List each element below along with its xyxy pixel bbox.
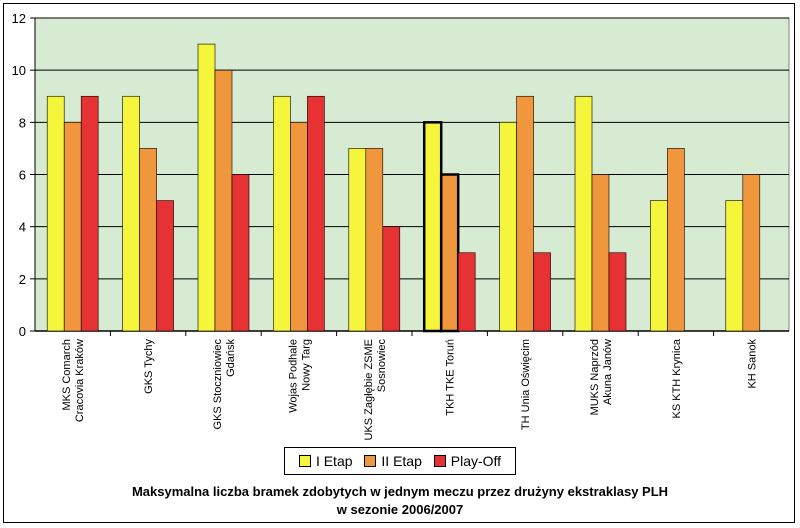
legend-item-play-off: Play-Off <box>433 453 502 469</box>
bar-i-etap-0 <box>46 95 65 332</box>
y-tick-label-6: 6 <box>19 168 26 183</box>
bar-play-off-2 <box>231 174 250 332</box>
bar-play-off-0 <box>80 95 99 332</box>
category-label-0-1: Cracovia Kraków <box>74 339 86 422</box>
category-label-0-0: MKS Comarch <box>61 339 73 411</box>
category-label-3-0: Wojas Podhale <box>287 339 299 413</box>
chart-title-line-1: Maksymalna liczba bramek zdobytych w jed… <box>131 484 669 499</box>
bar-i-etap-6 <box>499 122 517 332</box>
bar-i-etap-7 <box>574 95 593 332</box>
bar-ii-etap-7 <box>591 174 610 332</box>
category-label-6-0: TH Unia Oświęcim <box>520 339 532 430</box>
bar-i-etap-4 <box>348 148 367 332</box>
y-tick-label-2: 2 <box>19 272 26 287</box>
legend-item-ii-etap: II Etap <box>364 453 422 469</box>
chart-caption: Maksymalna liczba bramek zdobytych w jed… <box>0 483 800 519</box>
bar-ii-etap-2 <box>214 69 233 332</box>
bar-ii-etap-1 <box>139 148 157 332</box>
bar-ii-etap-8 <box>667 148 685 332</box>
bar-i-etap-1 <box>122 95 140 332</box>
legend-swatch-i-etap <box>298 455 311 467</box>
category-label-1-0: GKS Tychy <box>143 339 155 394</box>
y-tick-label-10: 10 <box>12 63 26 78</box>
y-tick-label-4: 4 <box>19 220 26 235</box>
bar-play-off-3 <box>307 95 325 332</box>
legend-label-i-etap: I Etap <box>315 453 353 469</box>
category-label-3-1: Nowy Targ <box>300 339 312 391</box>
chart-legend: I Etap II Etap Play-Off <box>284 447 516 475</box>
y-tick-label-8: 8 <box>19 115 26 130</box>
category-label-4-0: UKS Zagłębie ZSME <box>363 339 375 440</box>
bar-ii-etap-5 <box>439 173 460 333</box>
bar-play-off-4 <box>382 226 401 332</box>
chart-title-line-2: w sezonie 2006/2007 <box>336 502 464 517</box>
bar-play-off-5 <box>457 252 476 332</box>
legend-swatch-play-off <box>433 455 446 467</box>
bar-i-etap-2 <box>197 43 216 332</box>
bar-i-etap-5 <box>422 121 443 333</box>
bar-play-off-1 <box>156 200 174 332</box>
category-label-9-0: KH Sanok <box>746 339 758 389</box>
bar-ii-etap-3 <box>290 122 308 332</box>
y-tick-label-0: 0 <box>19 324 26 339</box>
y-tick-label-12: 12 <box>12 11 26 26</box>
bar-i-etap-8 <box>650 200 668 332</box>
bar-ii-etap-9 <box>742 174 761 332</box>
bar-i-etap-9 <box>725 200 744 332</box>
bar-ii-etap-0 <box>63 122 82 332</box>
legend-label-ii-etap: II Etap <box>381 453 422 469</box>
legend-item-i-etap: I Etap <box>298 453 353 469</box>
bar-ii-etap-6 <box>516 95 534 332</box>
category-label-8-0: KS KTH Krynica <box>671 338 683 418</box>
bar-i-etap-3 <box>273 95 291 332</box>
legend-label-play-off: Play-Off <box>450 453 502 469</box>
bar-ii-etap-4 <box>365 148 384 332</box>
category-label-5-0: TKH TKE Toruń <box>445 339 457 416</box>
category-label-7-0: MUKS Naprzód <box>589 339 601 415</box>
category-label-4-1: Sosnowiec <box>376 339 388 393</box>
category-label-7-1: Akuna Janów <box>602 339 614 405</box>
bar-play-off-6 <box>533 252 551 332</box>
category-label-2-0: GKS Stoczniowiec <box>212 339 224 430</box>
category-label-2-1: Gdańsk <box>225 339 237 377</box>
legend-swatch-ii-etap <box>364 455 377 467</box>
bar-play-off-7 <box>608 252 627 332</box>
